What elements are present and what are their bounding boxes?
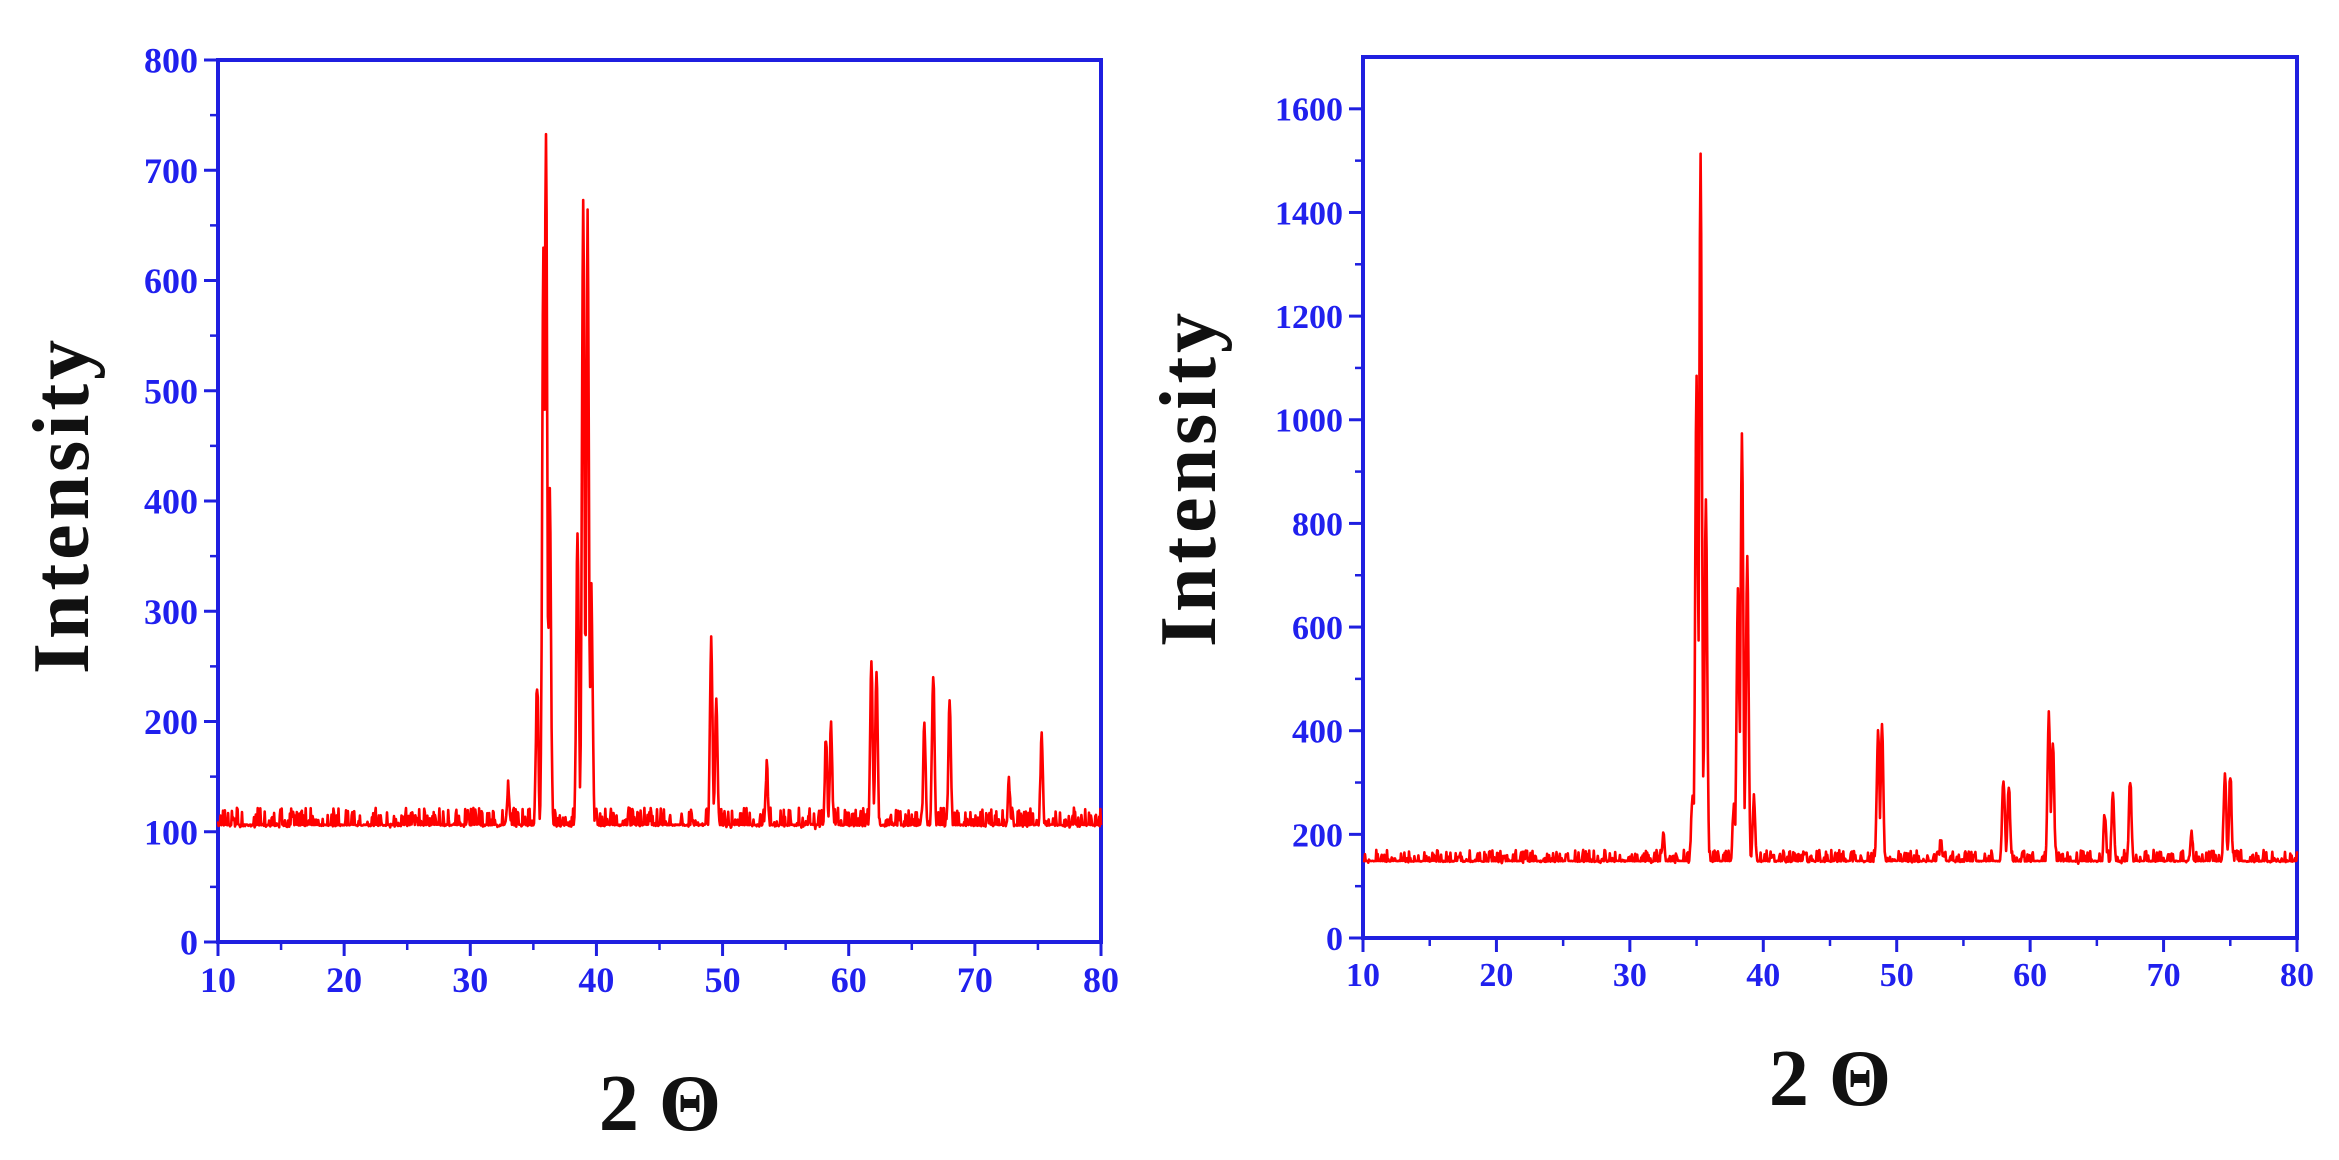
xrd-trace-left — [216, 132, 1103, 831]
y-tick-label: 1200 — [1275, 299, 1343, 336]
y-tick-label: 1400 — [1275, 195, 1343, 232]
x-tick-label: 50 — [1880, 957, 1914, 994]
x-axis-label-left: 2 Θ — [599, 1060, 721, 1148]
x-ticks-right: 10 20 30 40 50 60 70 80 — [1346, 938, 2314, 994]
y-tick-label: 800 — [144, 41, 198, 81]
y-tick-label: 800 — [1292, 506, 1343, 543]
y-tick-label: 700 — [144, 151, 198, 191]
x-tick-label: 30 — [1613, 957, 1647, 994]
x-tick-label: 60 — [831, 960, 867, 1000]
x-tick-label: 80 — [2280, 957, 2314, 994]
y-tick-label: 100 — [144, 812, 198, 852]
y-tick-label: 0 — [180, 923, 198, 963]
y-ticks-right: 0 200 400 600 800 1000 1200 1400 1600 — [1275, 92, 1363, 958]
x-tick-label: 20 — [1479, 957, 1513, 994]
x-tick-label: 60 — [2013, 957, 2047, 994]
y-tick-label: 400 — [144, 482, 198, 522]
y-tick-label: 600 — [1292, 610, 1343, 647]
plot-frame-right — [1361, 55, 2299, 940]
x-tick-label: 10 — [200, 960, 236, 1000]
x-ticks-left: 10 20 30 40 50 60 70 80 — [200, 942, 1119, 1000]
x-tick-label: 10 — [1346, 957, 1380, 994]
x-tick-label: 80 — [1083, 960, 1119, 1000]
y-tick-label: 400 — [1292, 714, 1343, 751]
chart-left: 0 100 200 300 400 500 600 700 800 10 20 30 40 50 60 70… — [18, 41, 1119, 1148]
y-tick-label: 200 — [1292, 817, 1343, 854]
x-tick-label: 70 — [2147, 957, 2181, 994]
x-axis-label-right: 2 Θ — [1769, 1035, 1891, 1123]
x-tick-label: 20 — [326, 960, 362, 1000]
y-axis-label-left: Intensity — [18, 336, 106, 674]
y-tick-label: 600 — [144, 261, 198, 301]
y-tick-label: 0 — [1326, 921, 1343, 958]
x-tick-label: 50 — [705, 960, 741, 1000]
xrd-trace-right — [1362, 152, 2299, 865]
x-tick-label: 70 — [957, 960, 993, 1000]
x-tick-label: 40 — [578, 960, 614, 1000]
x-tick-label: 30 — [452, 960, 488, 1000]
x-tick-label: 40 — [1746, 957, 1780, 994]
y-axis-label-right: Intensity — [1145, 309, 1233, 647]
y-tick-label: 500 — [144, 371, 198, 411]
y-ticks-left: 0 100 200 300 400 500 600 700 800 — [144, 41, 218, 963]
y-tick-label: 1000 — [1275, 403, 1343, 440]
chart-right: 0 200 400 600 800 1000 1200 1400 1600 10 20 30 40 50… — [1145, 55, 2314, 1123]
y-tick-label: 300 — [144, 592, 198, 632]
y-tick-label: 1600 — [1275, 92, 1343, 129]
y-tick-label: 200 — [144, 702, 198, 742]
